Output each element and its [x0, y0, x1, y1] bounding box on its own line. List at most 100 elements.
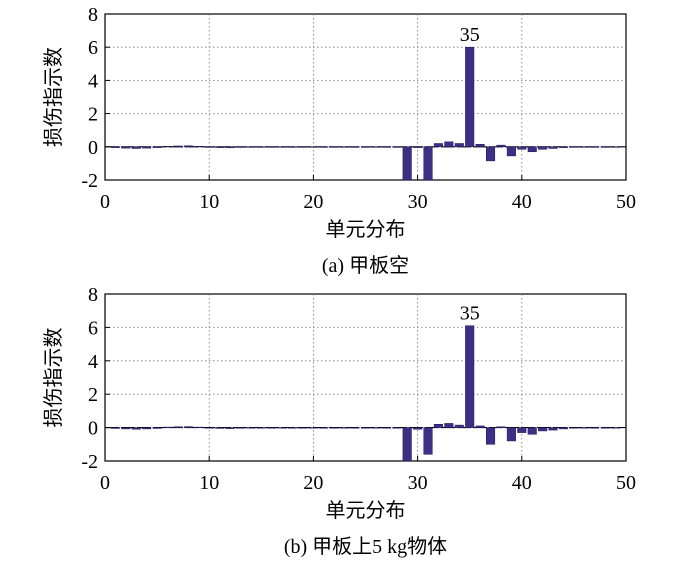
- bar-element-7: [173, 426, 183, 428]
- bar-element-14: [246, 427, 256, 429]
- peak-annotation: 35: [460, 24, 480, 46]
- bar-element-24: [350, 146, 360, 148]
- y-tick-label: -2: [81, 451, 98, 473]
- bar-element-4: [142, 146, 152, 149]
- bar-element-44: [558, 427, 569, 430]
- bar-element-31: [423, 146, 433, 181]
- bar-element-12: [225, 146, 235, 149]
- y-tick-label: 8: [88, 4, 98, 26]
- bar-element-42: [538, 427, 548, 432]
- bar-element-28: [392, 427, 402, 429]
- x-tick-label: 40: [512, 191, 532, 213]
- x-tick-label: 50: [616, 191, 636, 213]
- bar-element-45: [569, 427, 579, 429]
- bar-element-33: [444, 423, 454, 428]
- bar-element-27: [381, 146, 391, 148]
- bar-element-2: [121, 146, 131, 149]
- bar-element-11: [215, 146, 225, 148]
- bar-element-18: [288, 146, 298, 148]
- bar-element-4: [142, 427, 152, 430]
- bar-element-42: [538, 146, 548, 150]
- bar-element-9: [194, 146, 204, 148]
- bar-element-20: [308, 146, 318, 148]
- bar-element-46: [579, 146, 589, 148]
- bar-element-15: [256, 427, 266, 429]
- bar-element-26: [371, 427, 381, 429]
- y-tick-label: 0: [88, 137, 98, 159]
- bar-element-35: [465, 46, 475, 148]
- bar-element-43: [548, 146, 558, 149]
- bar-element-47: [590, 146, 600, 148]
- bar-element-45: [569, 146, 579, 148]
- y-tick-label: 8: [88, 284, 98, 306]
- x-tick-label: 30: [408, 191, 428, 213]
- bar-element-39: [506, 427, 516, 442]
- bar-element-32: [433, 424, 443, 428]
- bar-element-9: [194, 426, 204, 428]
- bar-element-34: [454, 143, 464, 148]
- x-tick-label: 30: [408, 472, 428, 494]
- y-axis-label: 损伤指示数: [42, 47, 65, 147]
- bar-element-5: [152, 427, 162, 429]
- y-tick-label: 4: [88, 351, 98, 373]
- bar-element-23: [340, 146, 350, 148]
- plot-frame: [104, 13, 627, 181]
- bar-element-48: [600, 146, 610, 148]
- bar-element-44: [558, 146, 569, 148]
- bar-element-17: [277, 427, 287, 429]
- bar-element-6: [162, 146, 173, 148]
- bar-element-40: [517, 427, 527, 433]
- bar-element-21: [319, 427, 329, 429]
- bar-element-22: [329, 146, 339, 148]
- bar-element-37: [486, 146, 496, 162]
- bar-element-13: [235, 427, 245, 429]
- bar-element-25: [360, 146, 371, 148]
- bar-element-17: [277, 146, 287, 148]
- x-tick-label: 10: [199, 191, 219, 213]
- bar-element-10: [204, 146, 214, 148]
- y-tick-label: -2: [81, 170, 98, 192]
- bar-element-19: [298, 427, 308, 429]
- bar-element-3: [131, 427, 141, 430]
- bar-element-47: [590, 427, 600, 429]
- bar-element-8: [183, 145, 193, 148]
- bar-element-6: [162, 426, 173, 428]
- bar-element-23: [340, 427, 350, 429]
- bar-element-46: [579, 427, 589, 429]
- x-axis-label: 单元分布: [326, 499, 406, 522]
- bar-element-35: [465, 325, 475, 428]
- bar-element-33: [444, 141, 454, 148]
- y-tick-label: 4: [88, 70, 98, 92]
- bar-element-1: [110, 427, 120, 429]
- bar-element-30: [413, 146, 423, 148]
- bar-element-3: [131, 146, 141, 149]
- bar-element-25: [360, 427, 371, 429]
- y-tick-label: 2: [88, 104, 98, 126]
- x-tick-label: 0: [100, 191, 110, 213]
- bar-element-13: [235, 146, 245, 148]
- bar-element-39: [506, 146, 516, 157]
- bar-element-48: [600, 427, 610, 429]
- y-tick-label: 2: [88, 384, 98, 406]
- x-tick-label: 40: [512, 472, 532, 494]
- bar-element-34: [454, 424, 464, 428]
- bar-element-43: [548, 427, 558, 431]
- x-axis-label: 单元分布: [326, 218, 406, 241]
- bar-element-29: [402, 146, 412, 181]
- y-axis-label: 损伤指示数: [42, 328, 65, 428]
- bar-element-19: [298, 146, 308, 148]
- bar-element-38: [496, 144, 506, 148]
- bar-element-26: [371, 146, 381, 148]
- bar-element-31: [423, 427, 433, 455]
- x-tick-label: 20: [303, 191, 323, 213]
- bar-element-18: [288, 427, 298, 429]
- bar-element-41: [527, 427, 537, 435]
- bar-element-16: [267, 427, 277, 429]
- y-tick-label: 6: [88, 317, 98, 339]
- x-tick-label: 0: [100, 472, 110, 494]
- plot-frame: [104, 293, 627, 462]
- bar-element-20: [308, 427, 318, 429]
